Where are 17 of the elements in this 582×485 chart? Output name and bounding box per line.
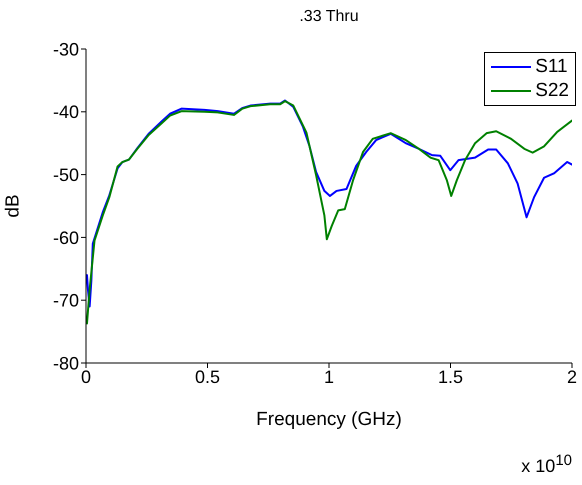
y-axis-title: dB xyxy=(2,194,24,218)
y-tick-label: -80 xyxy=(52,353,79,374)
y-tick-label: -30 xyxy=(52,39,79,60)
y-tick-label: -70 xyxy=(52,290,79,311)
x-tick-label: 0 xyxy=(80,366,92,387)
legend-label: S11 xyxy=(535,55,568,79)
text: x 10$^{10}$ xyxy=(521,452,572,477)
x-tick-label: 2 xyxy=(566,366,578,387)
x-tick-label: 1 xyxy=(324,366,334,387)
x-tick-label: 0.5 xyxy=(194,366,220,387)
y-tick-label: -50 xyxy=(52,164,79,185)
y-tick-label: -60 xyxy=(52,228,79,248)
x-tick-label: 1.5 xyxy=(438,366,464,387)
chart-title: .33 Thru xyxy=(298,8,360,26)
y-tick-label: -40 xyxy=(52,102,79,122)
legend-label: S22 xyxy=(535,79,569,103)
x-axis-title: Frequency (GHz) xyxy=(256,409,402,430)
